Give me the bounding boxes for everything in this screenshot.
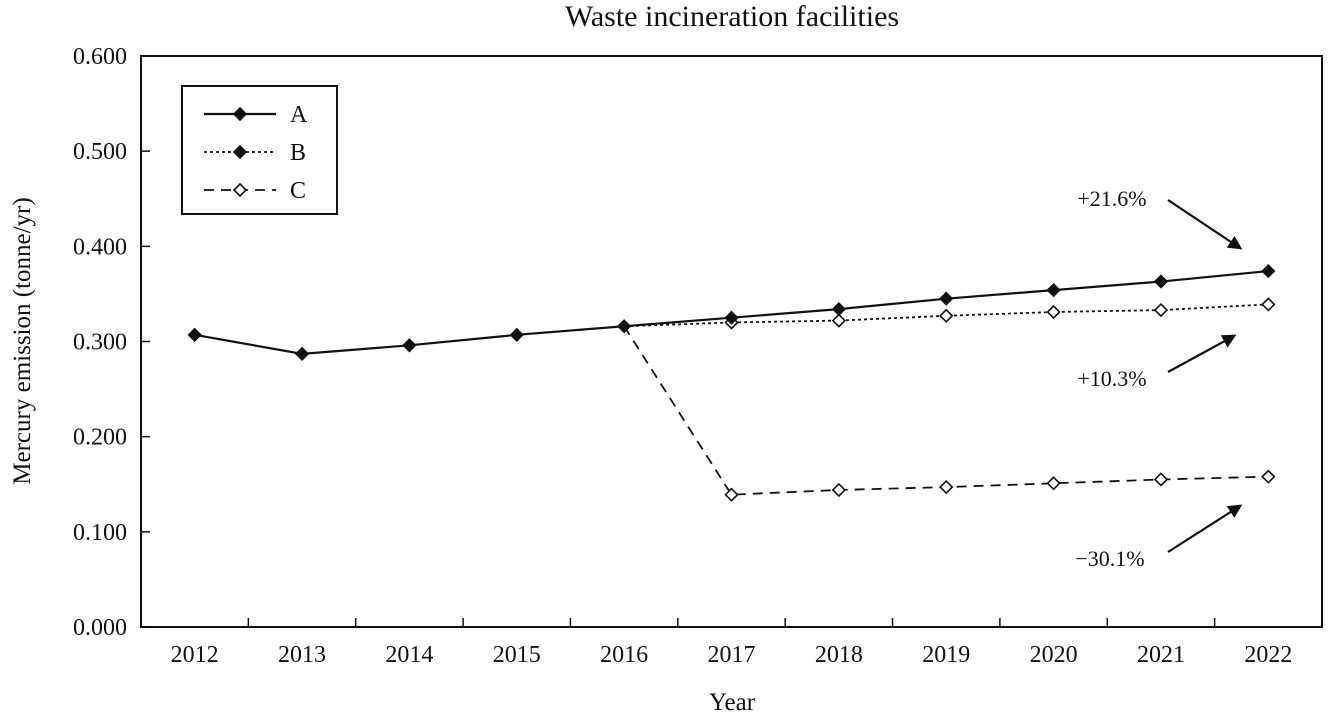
x-tick-label: 2015 bbox=[493, 642, 541, 668]
x-tick-label: 2013 bbox=[278, 642, 326, 668]
x-tick-label: 2019 bbox=[922, 642, 970, 668]
series-c-point bbox=[1261, 469, 1276, 484]
legend-label-a: A bbox=[290, 102, 308, 128]
series-a-point bbox=[617, 319, 632, 334]
annotation-a-arrow bbox=[1167, 199, 1243, 250]
series-c-point bbox=[1046, 476, 1061, 491]
y-tick-label: 0.000 bbox=[73, 615, 127, 641]
annotation-c-arrow bbox=[1167, 504, 1243, 553]
series-b-point bbox=[831, 313, 846, 328]
legend-marker-a bbox=[232, 106, 248, 122]
annotation-c-text: −30.1% bbox=[1075, 546, 1144, 571]
y-tick-label: 0.300 bbox=[73, 330, 127, 356]
y-tick-label: 0.600 bbox=[73, 44, 127, 70]
series-a-markers bbox=[187, 263, 1276, 362]
series-c-line bbox=[623, 325, 1269, 496]
x-axis-label: Year bbox=[709, 689, 756, 716]
legend-box bbox=[181, 85, 338, 215]
legend-marker-b bbox=[232, 144, 248, 160]
legend-label-b: B bbox=[290, 140, 306, 166]
x-tick-label: 2016 bbox=[600, 642, 648, 668]
series-b-point bbox=[1046, 304, 1061, 320]
annotation-a-text: +21.6% bbox=[1077, 186, 1146, 211]
y-tick-label: 0.400 bbox=[73, 234, 127, 260]
series-layer bbox=[187, 263, 1276, 502]
series-a-point bbox=[187, 327, 202, 342]
x-tick-label: 2014 bbox=[385, 642, 433, 668]
series-c-point bbox=[1153, 472, 1169, 487]
x-axis: 2012 2013 2014 2015 2016 2017 2018 2019 2020 2021… bbox=[171, 618, 1292, 668]
x-tick-label: 2022 bbox=[1244, 642, 1292, 668]
series-a-point bbox=[1261, 263, 1276, 279]
y-axis: 0.000 0.100 0.200 0.300 0.400 0.500 0.600 bbox=[73, 44, 150, 641]
series-c-point bbox=[939, 479, 954, 495]
series-c-markers bbox=[724, 469, 1276, 502]
y-axis-label: Mercury emission (tonne/yr) bbox=[9, 197, 36, 484]
y-tick-label: 0.100 bbox=[73, 520, 127, 546]
series-b-point bbox=[1261, 297, 1276, 312]
annotations: +21.6% +10.3% −30.1% bbox=[1075, 186, 1243, 571]
series-a-point bbox=[831, 302, 846, 317]
series-a-point bbox=[724, 310, 739, 325]
series-c-point bbox=[831, 482, 846, 498]
x-tick-label: 2017 bbox=[708, 642, 756, 668]
annotation-b-text: +10.3% bbox=[1077, 366, 1146, 391]
y-tick-label: 0.500 bbox=[73, 139, 127, 165]
series-a-point bbox=[939, 291, 954, 306]
legend-marker-c bbox=[232, 182, 248, 198]
x-tick-label: 2021 bbox=[1137, 642, 1185, 668]
x-tick-label: 2018 bbox=[815, 642, 863, 668]
series-b-point bbox=[939, 308, 954, 323]
legend: ABC bbox=[181, 85, 338, 215]
series-a-point bbox=[294, 346, 310, 362]
x-tick-label: 2012 bbox=[171, 642, 219, 668]
chart-title: Waste incineration facilities bbox=[565, 0, 899, 33]
series-a-point bbox=[1153, 274, 1169, 289]
series-a-point bbox=[509, 327, 524, 342]
series-a-point bbox=[1046, 282, 1061, 298]
x-tick-label: 2020 bbox=[1030, 642, 1078, 668]
legend-label-c: C bbox=[290, 178, 306, 204]
series-c-point bbox=[724, 487, 739, 502]
annotation-b-arrow bbox=[1167, 334, 1237, 373]
y-tick-label: 0.200 bbox=[73, 425, 127, 451]
series-b-markers bbox=[724, 297, 1276, 330]
series-b-point bbox=[1153, 302, 1169, 318]
series-a-point bbox=[402, 338, 417, 353]
